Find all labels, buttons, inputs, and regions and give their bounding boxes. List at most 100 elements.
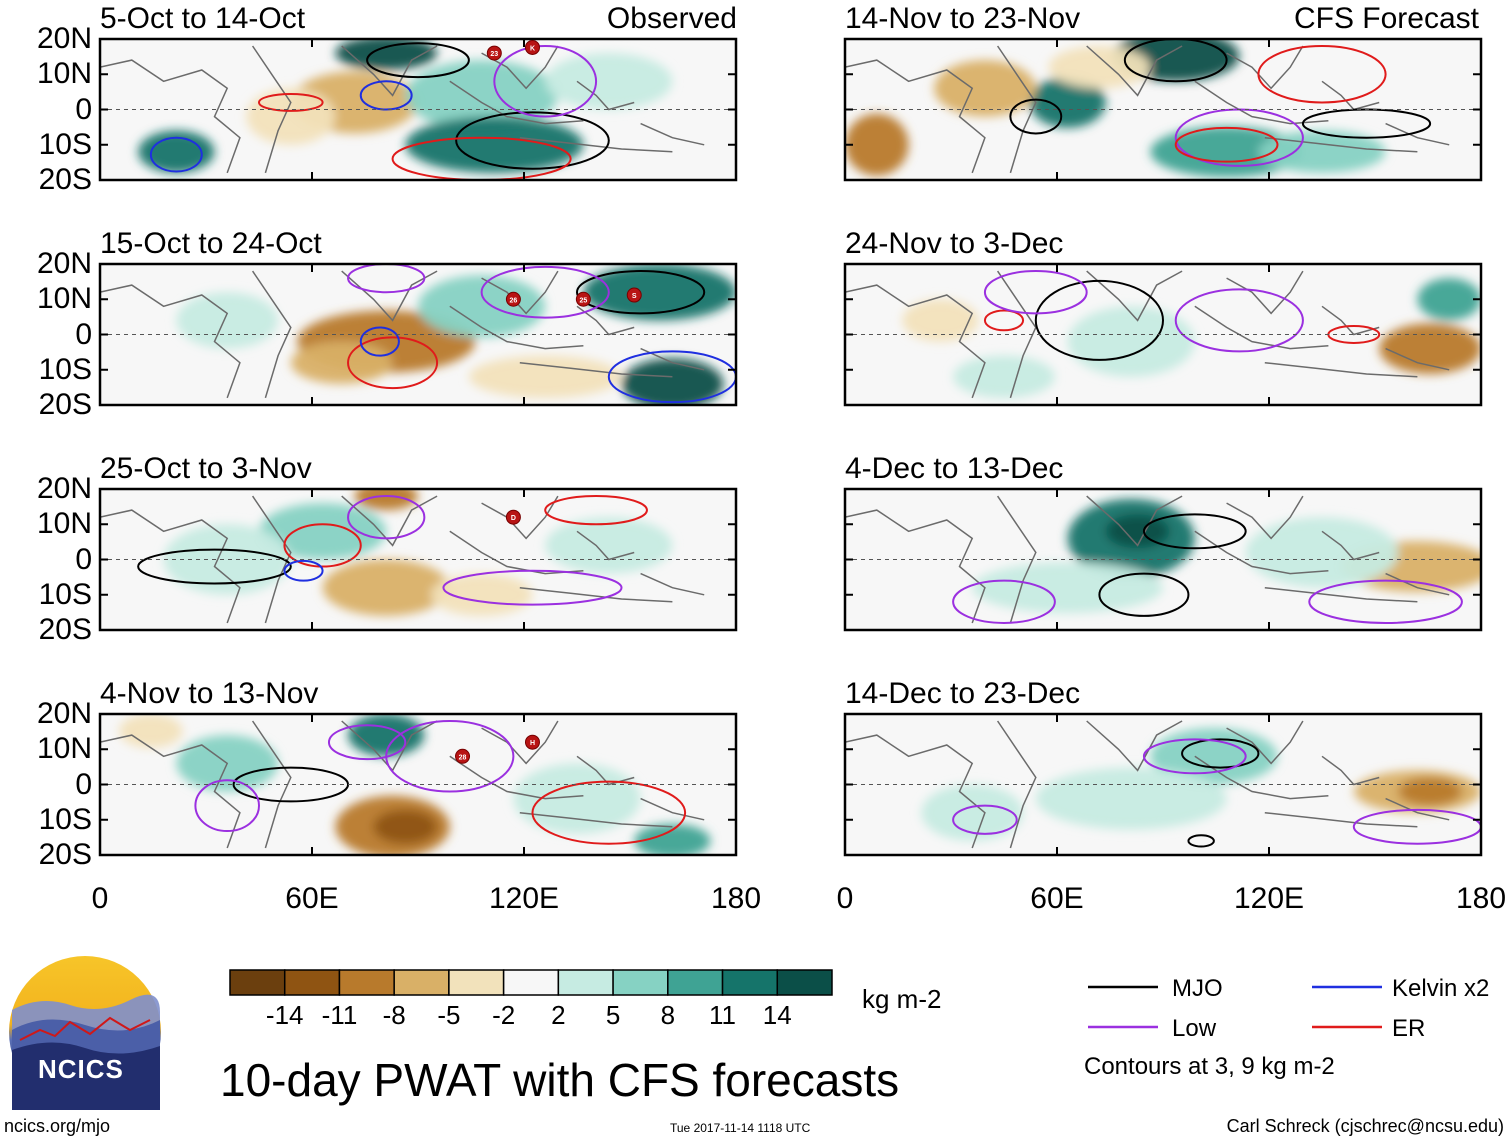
footer-url[interactable]: ncics.org/mjo xyxy=(4,1116,111,1136)
panel-title-left-1: 5-Oct to 14-Oct xyxy=(100,2,306,35)
lat-tick-label: 20S xyxy=(38,388,92,421)
pwat-anomaly-2 xyxy=(430,573,533,616)
coastline-1 xyxy=(845,59,986,174)
coastline-4 xyxy=(1194,305,1329,350)
wave-contour-2 xyxy=(1098,572,1190,617)
wave-contour-3 xyxy=(347,336,439,390)
storm-marker: 25 xyxy=(575,291,591,307)
coastline-8 xyxy=(640,797,705,821)
wave-contour-2 xyxy=(1142,738,1247,775)
lat-tick-label: 0 xyxy=(75,92,92,126)
wave-contour-3 xyxy=(531,780,687,845)
wave-contour-3 xyxy=(952,579,1056,624)
lon-tick-label: 0 xyxy=(836,882,854,915)
panel-title-right-1: 14-Nov to 23-Nov xyxy=(845,2,1081,35)
coastline-1 xyxy=(100,59,241,174)
coastline-6 xyxy=(519,811,673,828)
lon-tick-label: 0 xyxy=(91,882,109,915)
panel-left-1: 23 K xyxy=(98,37,738,182)
coastline-8 xyxy=(1385,122,1450,146)
storm-marker: H xyxy=(524,734,540,750)
wave-contour-6 xyxy=(347,495,426,540)
wave-contour-1 xyxy=(1009,98,1063,135)
pwat-anomaly-4 xyxy=(354,489,418,511)
coastline-7 xyxy=(576,755,635,786)
coastline-8 xyxy=(640,122,705,146)
colorbar-swatch-5 xyxy=(448,969,505,996)
coastline-6 xyxy=(1264,811,1418,828)
coastline-3 xyxy=(1086,45,1183,97)
panel-right-1 xyxy=(843,37,1483,182)
header-observed-label: Observed xyxy=(606,2,737,35)
svg-text:K: K xyxy=(530,45,535,52)
panel-title-right-3: 4-Dec to 13-Dec xyxy=(845,452,1064,485)
pwat-anomaly-2 xyxy=(1105,514,1170,549)
footer-author: Carl Schreck (cjschrec@ncsu.edu) xyxy=(1226,1116,1504,1136)
coastline-3 xyxy=(1086,720,1183,772)
coastline-7 xyxy=(1321,755,1380,786)
pwat-anomaly-3 xyxy=(259,503,387,560)
footer-timestamp: Tue 2017-11-14 1118 UTC xyxy=(670,1121,811,1135)
coastline-5 xyxy=(1226,495,1304,540)
coastline-3 xyxy=(1086,270,1183,322)
coastline-2 xyxy=(251,270,292,399)
wave-contour-4 xyxy=(952,804,1018,835)
wave-contour-2 xyxy=(455,111,610,170)
svg-text:S: S xyxy=(632,293,637,300)
lon-tick-label: 60E xyxy=(1030,882,1084,915)
wave-contour-5 xyxy=(480,265,610,319)
coastline-5 xyxy=(1226,270,1304,315)
coastline-6 xyxy=(1264,361,1418,378)
svg-text:D: D xyxy=(511,515,516,522)
wave-contour-5 xyxy=(1352,808,1481,845)
wave-contour-3 xyxy=(391,136,572,180)
coastline-1 xyxy=(845,284,986,399)
wave-contour-5 xyxy=(1257,45,1387,104)
colorbar-swatch-11 xyxy=(776,969,833,996)
logo-text: NCICS xyxy=(38,1054,124,1084)
colorbar-swatch-1 xyxy=(229,969,286,996)
wave-contour-4 xyxy=(194,779,260,833)
coastline-6 xyxy=(519,361,673,378)
lat-tick-label: 10N xyxy=(36,57,92,91)
coastline-8 xyxy=(640,572,705,596)
line-legend xyxy=(1088,985,1382,1029)
wave-contour-5 xyxy=(359,80,413,111)
lon-tick-label: 60E xyxy=(285,882,339,915)
coastline-5 xyxy=(1226,720,1304,765)
wave-contour-3 xyxy=(283,559,324,582)
colorbar-swatch-9 xyxy=(667,969,724,996)
coastline-5 xyxy=(481,720,559,765)
figure-title: 10-day PWAT with CFS forecasts xyxy=(220,1054,900,1106)
lat-tick-label: 20N xyxy=(36,472,92,505)
storm-marker: S xyxy=(626,287,642,303)
colorbar-swatch-8 xyxy=(612,969,669,996)
colorbar-tick-label: 14 xyxy=(762,1000,792,1030)
pwat-anomaly-4 xyxy=(1035,767,1227,830)
pwat-anomaly-5 xyxy=(921,784,1024,841)
wave-contour-1 xyxy=(1181,738,1260,769)
coastline-4 xyxy=(1194,530,1329,575)
coastline-7 xyxy=(1321,80,1380,111)
pwat-anomaly-2 xyxy=(1417,278,1481,321)
panel-left-2: 26 25 S xyxy=(98,262,738,407)
wave-contour-2 xyxy=(283,523,362,568)
coastline-7 xyxy=(1321,530,1380,561)
coastline-1 xyxy=(845,509,986,624)
pwat-anomaly-2 xyxy=(1029,77,1106,128)
coastline-5 xyxy=(481,45,559,90)
pwat-anomaly-5 xyxy=(418,275,546,338)
wave-contour-1 xyxy=(1142,513,1247,550)
wave-contour-2 xyxy=(983,309,1025,332)
coastline-3 xyxy=(341,495,438,547)
lat-tick-label: 20S xyxy=(38,838,92,871)
legend-er-label: ER xyxy=(1392,1015,1426,1042)
coastline-4 xyxy=(449,530,584,575)
wave-contour-1 xyxy=(1034,279,1165,361)
pwat-anomaly-5 xyxy=(1245,517,1399,588)
wave-contour-4 xyxy=(983,270,1088,315)
svg-text:23: 23 xyxy=(490,51,498,58)
colorbar-tick-label: -14 xyxy=(265,1000,304,1030)
coastline-8 xyxy=(1385,797,1450,821)
pwat-anomaly-4 xyxy=(845,113,909,176)
